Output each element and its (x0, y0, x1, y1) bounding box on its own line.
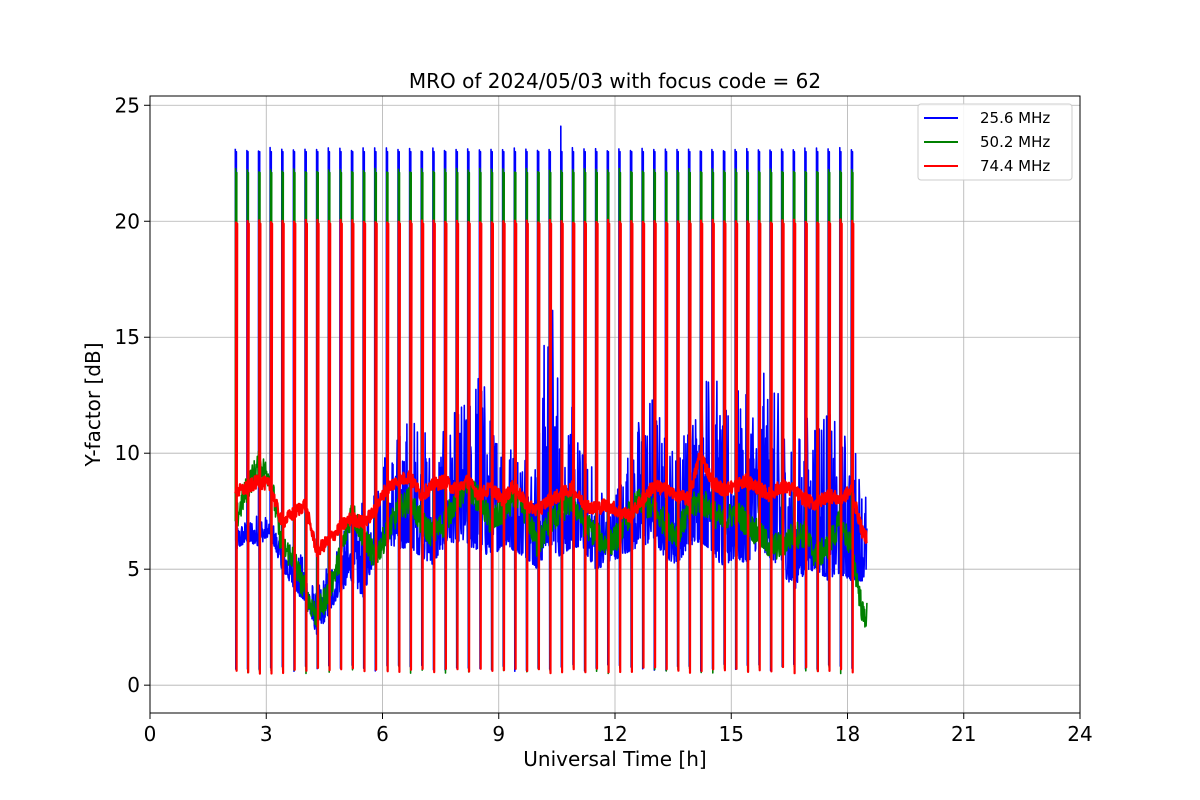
legend-label: 74.4 MHz (980, 157, 1050, 175)
legend: 25.6 MHz 50.2 MHz 74.4 MHz (917, 103, 1073, 181)
y-tick-label: 10 (115, 441, 140, 465)
y-tick-label: 5 (127, 557, 140, 581)
legend-box (917, 103, 1073, 181)
grid (149, 96, 1081, 713)
x-tick-label: 18 (835, 722, 860, 746)
x-tick-label: 15 (719, 722, 744, 746)
legend-label: 50.2 MHz (980, 133, 1050, 151)
x-axis-label: Universal Time [h] (523, 747, 706, 771)
plot-series (234, 125, 868, 675)
x-tick-label: 3 (260, 722, 273, 746)
x-tick-label: 6 (376, 722, 389, 746)
y-axis-label: Y-factor [dB] (81, 342, 105, 467)
y-tick-label: 0 (127, 673, 140, 697)
legend-label: 25.6 MHz (980, 109, 1050, 127)
x-tick-label: 0 (144, 722, 157, 746)
y-tick-label: 25 (115, 93, 140, 117)
chart-title: MRO of 2024/05/03 with focus code = 62 (409, 69, 821, 93)
x-tick-label: 21 (951, 722, 976, 746)
y-tick-label: 15 (115, 325, 140, 349)
y-tick-label: 20 (115, 209, 140, 233)
axis-ticks: 0 3 6 9 12 15 18 21 24 0 5 10 15 20 25 (115, 93, 1093, 746)
x-tick-label: 12 (602, 722, 627, 746)
series-line-3 (234, 218, 868, 675)
x-tick-label: 24 (1067, 722, 1092, 746)
x-tick-label: 9 (492, 722, 505, 746)
